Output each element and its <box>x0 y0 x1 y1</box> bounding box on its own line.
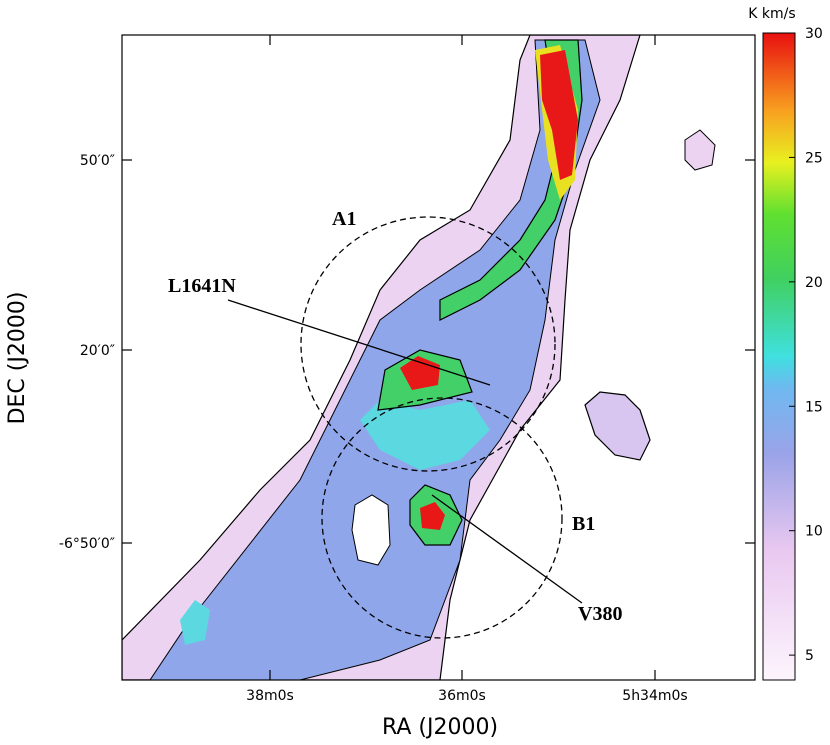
axis-ticks <box>122 35 755 680</box>
colorbar-tick-label: 15 <box>805 399 823 415</box>
plot-frame <box>121 34 756 681</box>
y-tick-label: 50′0″ <box>80 153 115 169</box>
region-circle <box>321 397 563 639</box>
emission-hole <box>351 494 391 566</box>
colorbar-tick-label: 30 <box>805 26 823 42</box>
intensity-map <box>122 35 755 680</box>
y-tick-label: 20′0″ <box>80 343 115 359</box>
x-tick-label: 36m0s <box>438 688 486 704</box>
colorbar-tick-label: 25 <box>805 150 823 166</box>
emission-peak <box>420 502 445 530</box>
pointer-line <box>227 299 491 386</box>
annotation: B1 <box>572 513 595 535</box>
pointer-line <box>431 494 583 604</box>
annotation: A1 <box>332 208 356 230</box>
y-tick-label: -6°50′0″ <box>59 536 115 552</box>
colorbar-label: K km/s <box>748 6 795 22</box>
emission-cyan <box>360 400 490 470</box>
colorbar-tick-label: 10 <box>805 524 823 540</box>
emission-peak <box>540 50 578 180</box>
annotation: L1641N <box>168 275 236 297</box>
x-tick-label: 5h34m0s <box>622 688 687 704</box>
colorbar-tick-label: 5 <box>805 648 814 664</box>
annotation: V380 <box>578 603 622 625</box>
x-axis-label: RA (J2000) <box>382 715 498 740</box>
emission-peak <box>400 356 440 390</box>
colorbar-tick-label: 20 <box>805 275 823 291</box>
colorbar: K km/s <box>748 6 796 681</box>
emission-cyan <box>180 600 210 645</box>
region-circle <box>300 216 556 472</box>
y-axis-label: DEC (J2000) <box>5 292 30 425</box>
colorbar-scale <box>762 32 796 681</box>
emission-blob <box>684 129 716 171</box>
emission-mid <box>149 39 601 680</box>
emission-blob <box>584 391 651 461</box>
x-tick-label: 38m0s <box>246 688 294 704</box>
